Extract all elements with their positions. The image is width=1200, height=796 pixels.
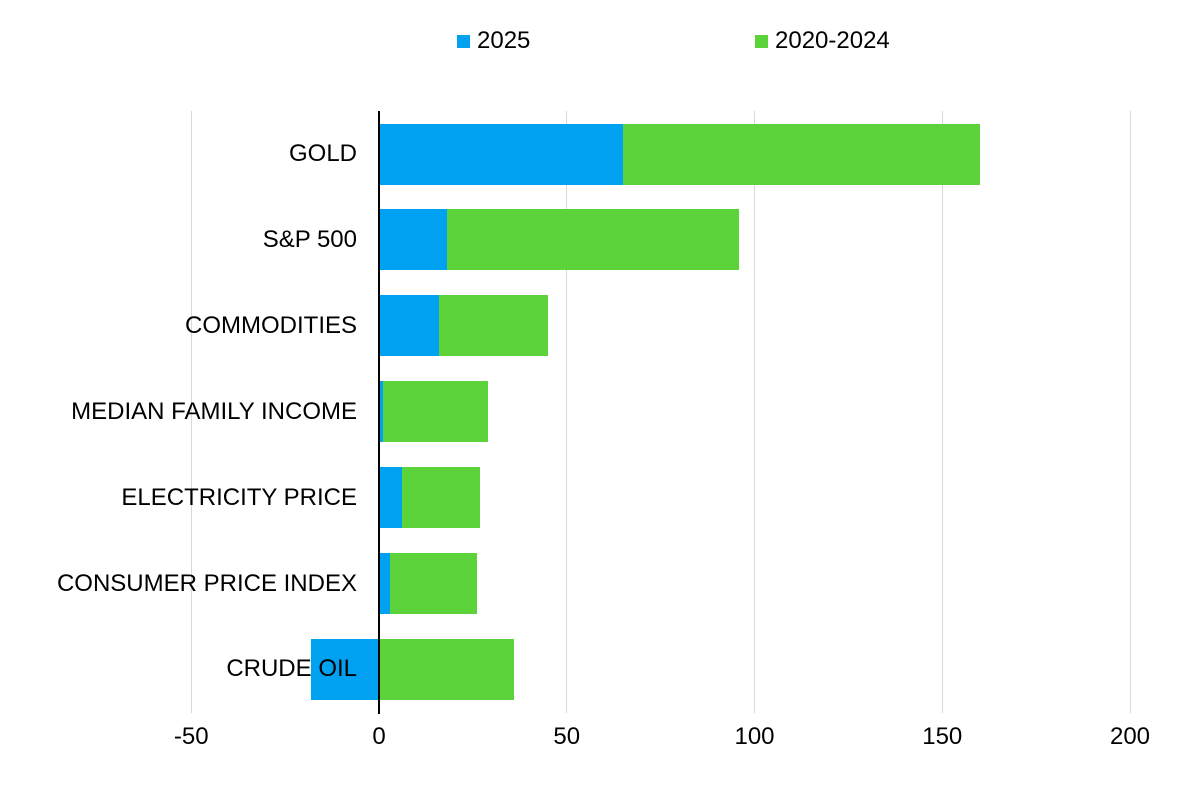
category-label: ELECTRICITY PRICE (121, 483, 357, 511)
x-tick-label--50: -50 (173, 723, 209, 750)
gridline-150 (941, 111, 943, 713)
x-tick-label-150: 150 (922, 723, 963, 750)
bar-segment-2020-2024 (401, 467, 481, 529)
gridline-200 (1129, 111, 1131, 713)
category-label: MEDIAN FAMILY INCOME (71, 397, 357, 425)
legend-item-2025: 2025 (457, 27, 530, 55)
y-axis-line (377, 111, 381, 714)
legend-swatch-2020-2024-icon (755, 34, 768, 48)
bar-segment-2020-2024 (382, 381, 488, 443)
x-tick-label-0: 0 (372, 723, 386, 750)
gridline-50 (566, 111, 568, 713)
bar-segment-2025 (379, 467, 402, 529)
bar-segment-2020-2024 (439, 295, 548, 357)
category-label: CRUDE OIL (226, 655, 357, 683)
bar-segment-2020-2024 (623, 123, 980, 185)
bar-segment-2025 (379, 295, 440, 357)
bar-segment-2020-2024 (379, 638, 515, 700)
x-tick-label-50: 50 (553, 723, 581, 750)
bar-segment-2020-2024 (390, 553, 477, 614)
legend-item-2020-2024: 2020-2024 (755, 27, 890, 55)
x-tick-label-100: 100 (734, 723, 775, 750)
category-label: CONSUMER PRICE INDEX (56, 569, 357, 597)
legend-label-2020-2024: 2020-2024 (775, 27, 890, 54)
x-tick-label-200: 200 (1109, 723, 1151, 750)
gridline--50 (190, 111, 192, 713)
bar-segment-2025 (379, 553, 391, 614)
category-label: GOLD (288, 140, 357, 167)
category-label: S&P 500 (262, 225, 357, 253)
legend-label-2025: 2025 (477, 27, 531, 54)
bar-segment-2025 (379, 381, 383, 443)
bar-segment-2025 (379, 209, 447, 271)
gridline-100 (754, 111, 755, 713)
bar-segment-2020-2024 (446, 209, 740, 271)
category-label: COMMODITIES (185, 311, 357, 339)
bar-segment-2025 (379, 123, 624, 185)
bar-segment-2025 (311, 638, 379, 700)
legend-swatch-2025-icon (457, 34, 470, 48)
